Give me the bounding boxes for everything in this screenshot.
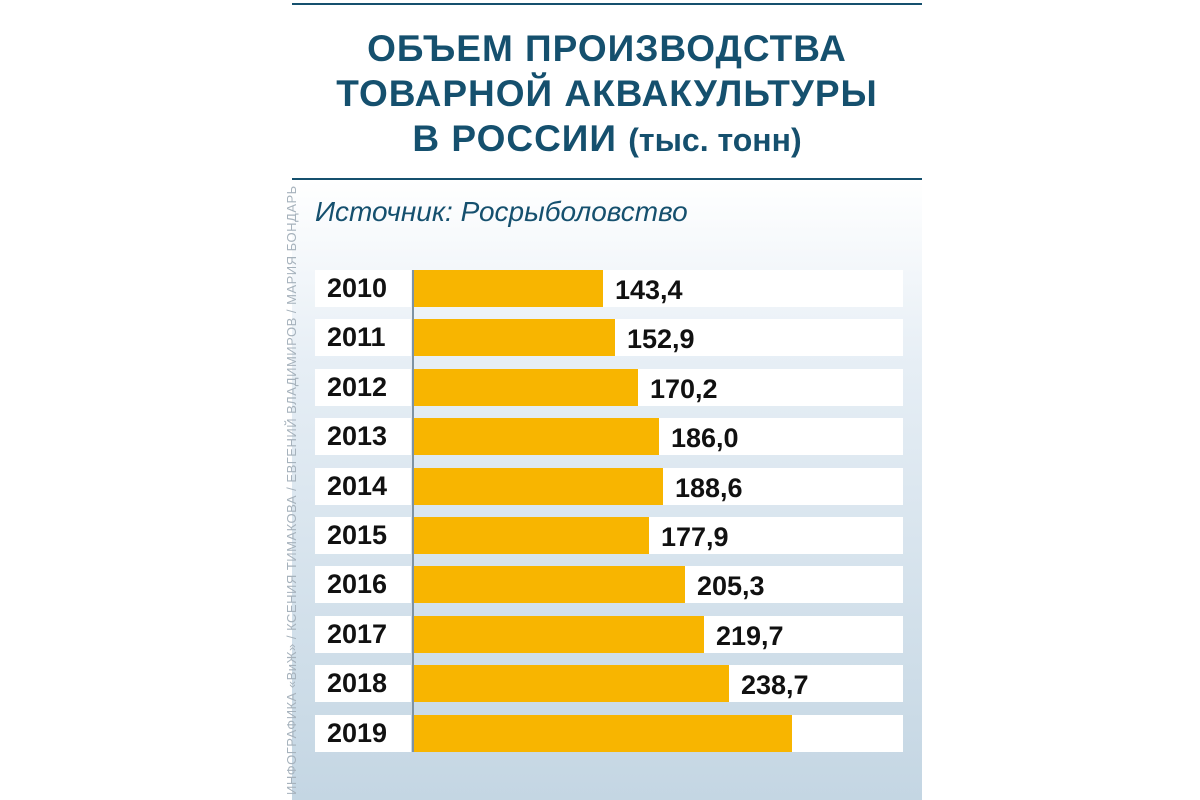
tick-label-year: 2018 — [315, 665, 411, 703]
bar-track: 238,7 — [413, 665, 903, 703]
source-note: Источник: Росрыболовство — [315, 196, 688, 227]
bar-axis — [412, 270, 414, 752]
bar — [413, 418, 659, 456]
bar-row: 2016 205,3 — [315, 566, 903, 604]
bar-rows: 2010 143,4 2011 152,9 2012 170,2 2013 186,0 2014… — [315, 270, 903, 764]
title-line-3: В РОССИИ (тыс. тонн) — [292, 116, 922, 163]
bar-track: 186,0 — [413, 418, 903, 456]
title-unit: (тыс. тонн) — [628, 122, 802, 158]
credit-text: ИНФОГРАФИКА «ВиЖ» / КСЕНИЯ ТИМАКОВА / ЕВ… — [284, 185, 299, 795]
bar — [413, 566, 685, 604]
bar-row: 2012 170,2 — [315, 368, 903, 406]
title-line-2: ТОВАРНОЙ АКВАКУЛЬТУРЫ — [336, 73, 878, 114]
data-label: 177,9 — [661, 521, 729, 552]
tick-label-year: 2015 — [315, 516, 411, 554]
bar-row: 2013 186,0 — [315, 418, 903, 456]
tick-label-year: 2010 — [315, 270, 411, 307]
bar-track: 188,6 — [413, 467, 903, 505]
bar-track: 177,9 — [413, 516, 903, 554]
tick-label-year: 2019 — [315, 714, 411, 752]
title-line-3-text: В РОССИИ — [412, 118, 617, 159]
bar-row: 2017 219,7 — [315, 615, 903, 653]
bar — [413, 467, 663, 505]
bar-row: 2018 238,7 — [315, 665, 903, 703]
data-label: 170,2 — [650, 373, 718, 404]
tick-label-year: 2014 — [315, 467, 411, 505]
title-divider — [292, 178, 922, 180]
bar-row: 2014 188,6 — [315, 467, 903, 505]
data-label: 152,9 — [627, 324, 695, 355]
tick-label-year: 2012 — [315, 368, 411, 406]
data-label: 143,4 — [615, 275, 683, 305]
bar — [413, 665, 729, 703]
data-label: 205,3 — [697, 571, 765, 602]
data-label: 238,7 — [741, 670, 809, 701]
data-label: 186,0 — [671, 423, 739, 454]
bar-track: 219,7 — [413, 615, 903, 653]
bar — [413, 714, 792, 752]
bar-row: 2015 177,9 — [315, 516, 903, 554]
tick-label-year: 2011 — [315, 319, 411, 357]
bar-track: 152,9 — [413, 319, 903, 357]
bar — [413, 615, 704, 653]
bar-row: 2011 152,9 — [315, 319, 903, 357]
data-label: 219,7 — [716, 620, 784, 651]
tick-label-year: 2013 — [315, 418, 411, 456]
chart-title: ОБЪЕМ ПРОИЗВОДСТВА ТОВАРНОЙ АКВАКУЛЬТУРЫ… — [292, 26, 922, 163]
bar-row: 2010 143,4 — [315, 270, 903, 307]
tick-label-year: 2016 — [315, 566, 411, 604]
bar — [413, 368, 638, 406]
bar — [413, 270, 603, 307]
tick-label-year: 2017 — [315, 615, 411, 653]
bar-track: 170,2 — [413, 368, 903, 406]
bar-row: 2019 — [315, 714, 903, 752]
bar — [413, 319, 615, 357]
bar-track: 205,3 — [413, 566, 903, 604]
bar-track — [413, 714, 903, 752]
bar-track: 143,4 — [413, 270, 903, 307]
top-divider — [292, 3, 922, 5]
title-line-1: ОБЪЕМ ПРОИЗВОДСТВА — [367, 28, 847, 69]
data-label: 188,6 — [675, 472, 743, 503]
bar — [413, 516, 649, 554]
